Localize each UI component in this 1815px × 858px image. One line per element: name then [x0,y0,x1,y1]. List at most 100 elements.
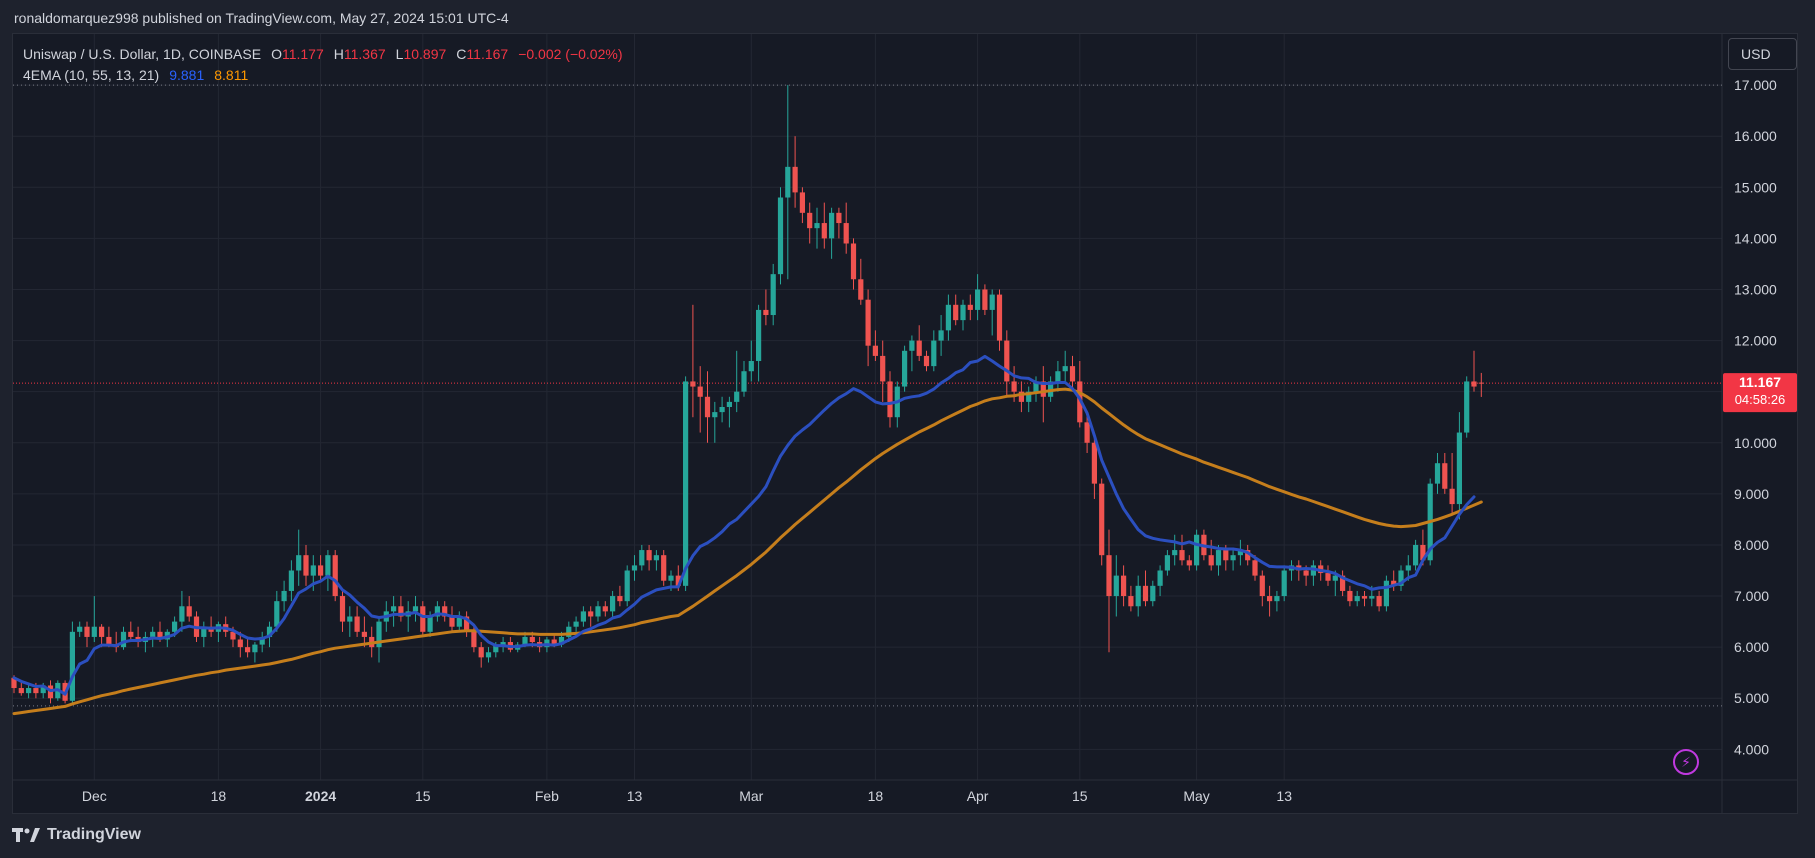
candle-body [1091,442,1097,484]
candle-body [945,304,951,331]
candle-body [281,590,287,602]
candle-body [770,274,776,316]
candle-body [427,616,433,632]
candle-body [1361,596,1368,599]
candle-body [880,355,886,382]
candle-body [558,636,565,645]
candle-body [1150,585,1156,602]
ema-fast-value: 9.881 [169,67,205,83]
last-price-tag-value: 11.167 [1739,374,1781,390]
candle-body [1303,570,1309,576]
candle-body [1413,544,1419,566]
candle-body [420,606,426,632]
change-value: −0.002 (−0.02%) [518,46,623,62]
candle-body [69,631,75,701]
tradingview-logo[interactable]: TradingView [12,826,141,844]
candle-body [653,555,659,561]
low-value: 10.897 [403,46,447,62]
candle-body [1026,391,1032,402]
candle-body [726,401,732,407]
y-axis-tick-label: 9.000 [1734,486,1769,502]
candle-body [850,243,857,280]
candle-body [361,631,367,637]
indicator-title[interactable]: 4EMA (10, 55, 13, 21) [23,67,160,83]
candle-body [106,636,112,645]
candle-body [91,626,97,637]
candle-body [631,565,638,571]
open-value: 11.177 [281,46,324,62]
candle-body [748,361,754,372]
candle-body [610,596,616,612]
candle-body [602,606,608,612]
candle-body [843,223,849,244]
candle-body [1245,550,1251,561]
candle-body [960,304,966,321]
candle-body [478,647,484,658]
x-axis-tick-label: Feb [535,788,559,804]
candle-body [288,570,294,591]
candle-body [909,340,915,351]
y-axis-tick-label: 10.000 [1734,435,1777,451]
candle-body [464,616,470,632]
candle-body [858,279,864,300]
chart-frame[interactable] [12,33,1798,814]
candle-body [1464,381,1470,433]
candle-body [573,621,579,627]
candle-body [792,166,798,193]
open-label: O [271,46,282,62]
candle-body [799,192,805,213]
close-value: 11.167 [466,46,509,62]
candle-body [1142,585,1149,602]
y-axis-tick-label: 7.000 [1734,588,1769,604]
candle-body [84,626,90,637]
candle-body [1347,590,1353,602]
candle-body [982,289,988,310]
candle-body [975,289,981,310]
candle-body [580,611,586,622]
candle-body [1113,575,1119,597]
candle-body [493,644,499,653]
indicator-legend-row: 4EMA (10, 55, 13, 21) 9.881 8.811 [23,65,622,86]
footer-brand: TradingView [47,826,141,843]
candle-body [1478,382,1484,384]
x-axis-tick-label: 2024 [305,788,336,804]
candle-body [128,631,134,637]
candle-body [150,631,156,637]
candle-body [588,611,594,617]
candle-body [500,642,506,645]
candle-body [829,212,835,239]
tradingview-logo-icon [12,828,40,842]
x-axis-tick-label: May [1183,788,1209,804]
candle-body [376,621,382,648]
candle-body [697,386,703,397]
lightning-bolt-icon[interactable]: ⚡ [1673,749,1699,775]
candle-body [99,626,105,637]
candle-body [938,330,944,341]
candle-body [1449,488,1455,505]
currency-button[interactable]: USD [1728,38,1797,70]
candle-body [1135,585,1141,607]
candle-body [785,166,791,198]
candle-body [245,647,251,653]
candle-body [274,601,280,627]
close-label: C [456,46,467,62]
candle-body [120,631,127,648]
candle-body [683,381,689,586]
candle-body [230,631,236,640]
y-axis-tick-label: 14.000 [1734,230,1777,246]
candle-body [296,555,302,571]
x-axis-tick-label: 13 [627,788,643,804]
candle-body [734,391,740,402]
candle-body [442,606,448,617]
candle-body [1194,534,1200,566]
last-price-tag [1723,373,1797,413]
y-axis-tick-label: 8.000 [1734,537,1769,553]
candle-body [259,636,265,645]
ema-fast-line [12,354,1476,696]
candle-body [33,688,39,694]
candle-body [1062,366,1068,372]
candle-body [266,626,273,637]
candle-body [339,596,346,622]
symbol-title[interactable]: Uniswap / U.S. Dollar, 1D, COINBASE [23,46,262,62]
